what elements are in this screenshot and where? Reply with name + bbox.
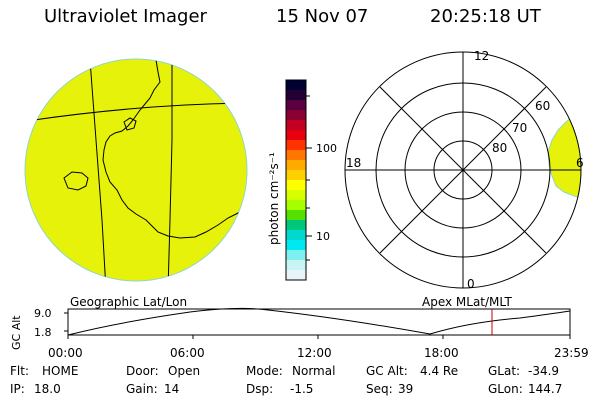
mlt-label-12: 12 xyxy=(474,49,489,63)
mlat-label-80: 80 xyxy=(492,141,507,155)
dsp-value: -1.5 xyxy=(290,382,314,396)
colorbar-cell xyxy=(286,180,306,191)
timeline-x-tick: 23:59 xyxy=(554,346,589,360)
gain-value: 14 xyxy=(164,382,180,396)
latitude-line xyxy=(25,102,247,123)
colorbar-tick-100: 100 xyxy=(316,142,337,155)
colorbar-cell xyxy=(286,110,306,121)
colorbar-cell xyxy=(286,150,306,161)
altitude-curve xyxy=(67,307,571,336)
seq-key: Seq: xyxy=(366,382,393,396)
door-key: Door: xyxy=(126,364,159,378)
mlat-label-60: 60 xyxy=(535,99,550,113)
glon-value: 144.7 xyxy=(528,382,563,396)
island-outline xyxy=(123,117,137,131)
instrument-title: Ultraviolet Imager xyxy=(44,6,207,27)
ip-key: IP: xyxy=(10,382,25,396)
colorbar-cell xyxy=(286,170,306,181)
timeline-x-tick: 06:00 xyxy=(170,346,205,360)
auroral-oval-patch xyxy=(547,115,581,199)
colorbar-unit-label: photon cm⁻²s⁻¹ xyxy=(267,152,281,245)
date-text: 15 Nov 07 xyxy=(276,6,369,27)
timeline-x-tick: 00:00 xyxy=(48,346,83,360)
colorbar-cell xyxy=(286,250,306,261)
right-panel-caption: Apex MLat/MLT xyxy=(422,295,512,309)
longitude-line xyxy=(89,59,107,281)
uv-image-disk xyxy=(24,58,248,282)
colorbar-tick-10: 10 xyxy=(316,230,330,243)
colorbar-cell xyxy=(286,260,306,271)
colorbar-cell xyxy=(286,200,306,211)
colorbar-cell xyxy=(286,90,306,101)
seq-value: 39 xyxy=(398,382,414,396)
island-outline xyxy=(63,171,89,191)
colorbar-cell xyxy=(286,240,306,251)
colorbar-cell xyxy=(286,80,306,91)
colorbar-cell xyxy=(286,140,306,151)
timeline-frame xyxy=(67,308,571,336)
coastline xyxy=(102,59,247,239)
glat-value: -34.9 xyxy=(528,364,560,378)
mlat-label-70: 70 xyxy=(512,121,527,135)
timeline-x-tick: 18:00 xyxy=(424,346,459,360)
colorbar-cell xyxy=(286,230,306,241)
flight-value: HOME xyxy=(42,364,79,378)
door-value: Open xyxy=(168,364,201,378)
gain-key: Gain: xyxy=(126,382,158,396)
colorbar-cell xyxy=(286,190,306,201)
gc-alt-key: GC Alt: xyxy=(366,364,408,378)
glat-key: GLat: xyxy=(488,364,521,378)
left-panel-caption: Geographic Lat/Lon xyxy=(70,295,188,309)
glon-key: GLon: xyxy=(488,382,523,396)
dsp-key: Dsp: xyxy=(246,382,274,396)
timeline-x-tick: 12:00 xyxy=(297,346,332,360)
colorbar-cell xyxy=(286,120,306,131)
colorbar-cell xyxy=(286,130,306,141)
gc-alt-value: 4.4 Re xyxy=(420,364,459,378)
mlt-label-6: 6 xyxy=(576,156,584,170)
colorbar-cell xyxy=(286,100,306,111)
polar-diagonal xyxy=(379,86,547,254)
ip-value: 18.0 xyxy=(34,382,61,396)
mlt-label-18: 18 xyxy=(346,156,361,170)
timeline-y-tick-9: 9.0 xyxy=(34,307,52,320)
colorbar-cell xyxy=(286,160,306,171)
mlt-label-0: 0 xyxy=(467,277,475,291)
timeline-y-tick-1.8: 1.8 xyxy=(34,326,52,339)
timeline-axis-label: GC Alt xyxy=(10,315,23,350)
longitude-line xyxy=(167,60,173,281)
flight-key: Flt: xyxy=(10,364,29,378)
colorbar-cell xyxy=(286,220,306,231)
mode-key: Mode: xyxy=(246,364,283,378)
time-text: 20:25:18 UT xyxy=(430,6,541,27)
colorbar-cell xyxy=(286,270,306,281)
colorbar-cell xyxy=(286,210,306,221)
mode-value: Normal xyxy=(292,364,336,378)
